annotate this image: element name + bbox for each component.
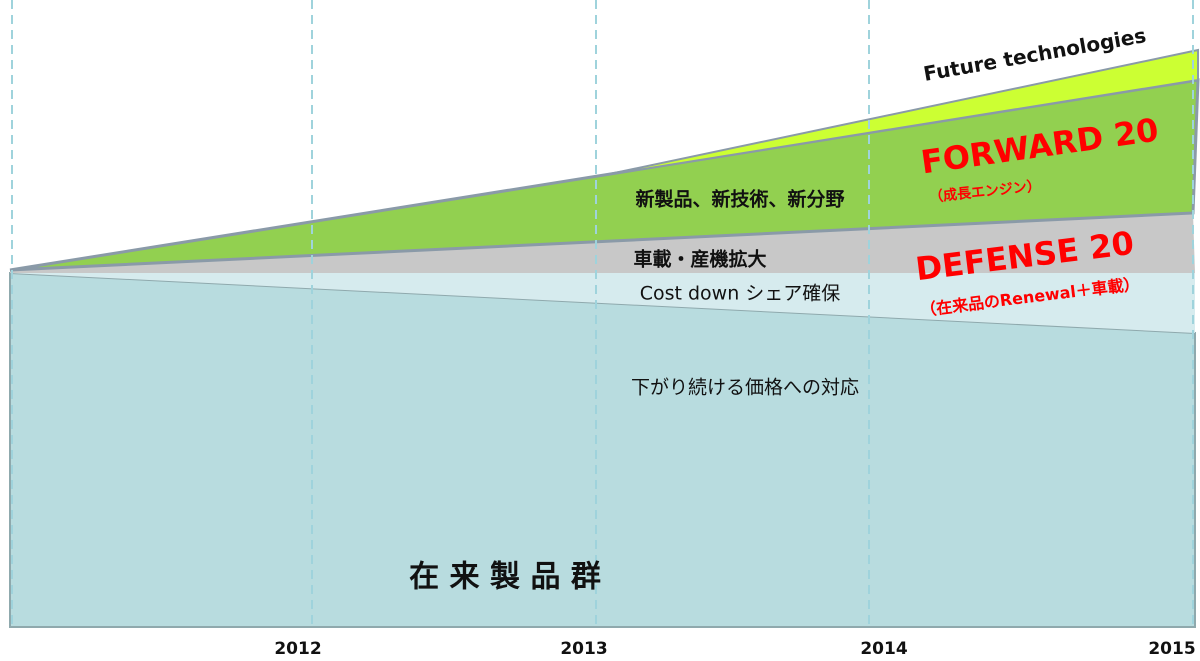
- year-label: 2013: [560, 639, 607, 659]
- cost-down-label: Cost down シェア確保: [640, 283, 841, 305]
- future-area: [599, 48, 1199, 177]
- year-label: 2012: [274, 639, 321, 659]
- new-fields-label: 新製品、新技術、新分野: [635, 188, 844, 211]
- auto-label: 車載・産機拡大: [633, 248, 766, 271]
- cost-down-area: [10, 273, 1195, 333]
- price-label: 下がり続ける価格への対応: [631, 377, 859, 399]
- legacy-label: 在 来 製 品 群: [409, 560, 601, 595]
- year-label: 2014: [860, 639, 907, 659]
- year-label: 2015: [1148, 639, 1195, 659]
- legacy-area: [9, 271, 1196, 628]
